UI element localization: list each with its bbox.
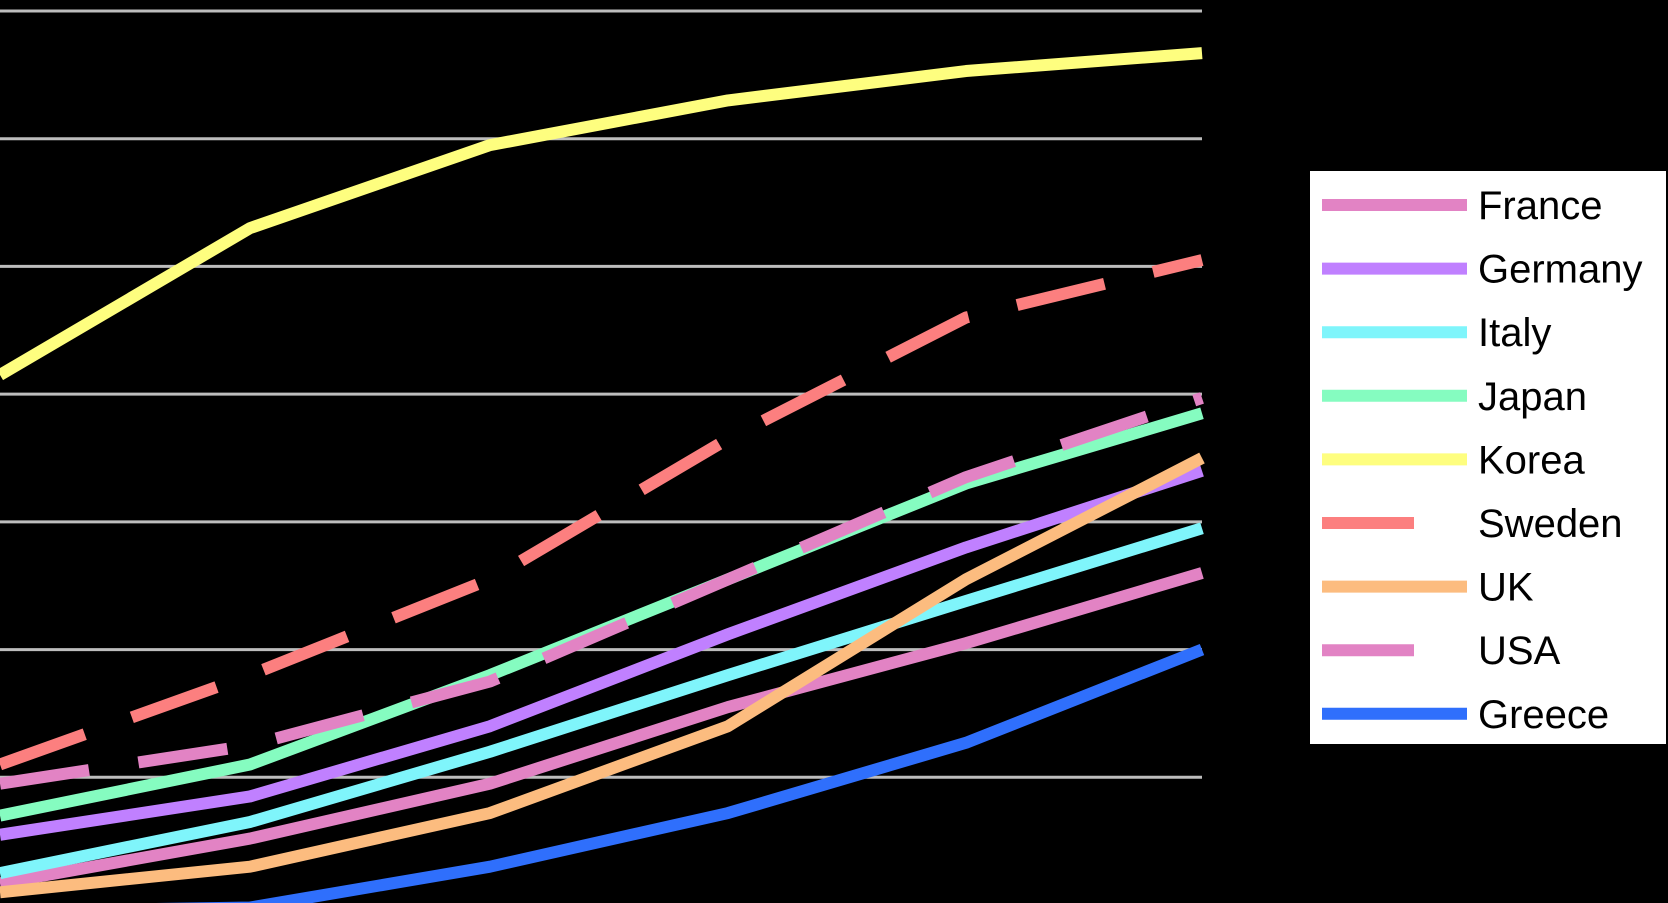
- legend-label-usa: USA: [1478, 629, 1561, 673]
- legend-label-greece: Greece: [1478, 693, 1609, 737]
- series-lines: [0, 47, 1205, 903]
- legend-label-italy: Italy: [1478, 311, 1551, 355]
- series-line-greece: [155, 643, 1205, 903]
- series-line-germany: [0, 465, 1204, 841]
- legend: France Germany Italy Japan Korea Sweden UK USA G…: [1310, 171, 1666, 744]
- series-line-france: [0, 567, 1204, 890]
- legend-label-korea: Korea: [1478, 438, 1585, 482]
- series-line-usa: [0, 392, 1204, 790]
- series-line-italy: [0, 522, 1204, 879]
- legend-label-france: France: [1478, 184, 1603, 228]
- series-line-korea: [0, 47, 1203, 381]
- legend-label-sweden: Sweden: [1478, 502, 1623, 546]
- series-line-sweden: [0, 254, 1204, 771]
- legend-label-japan: Japan: [1478, 375, 1587, 419]
- legend-label-germany: Germany: [1478, 248, 1643, 292]
- legend-label-uk: UK: [1478, 566, 1534, 610]
- series-line-uk: [0, 452, 1205, 899]
